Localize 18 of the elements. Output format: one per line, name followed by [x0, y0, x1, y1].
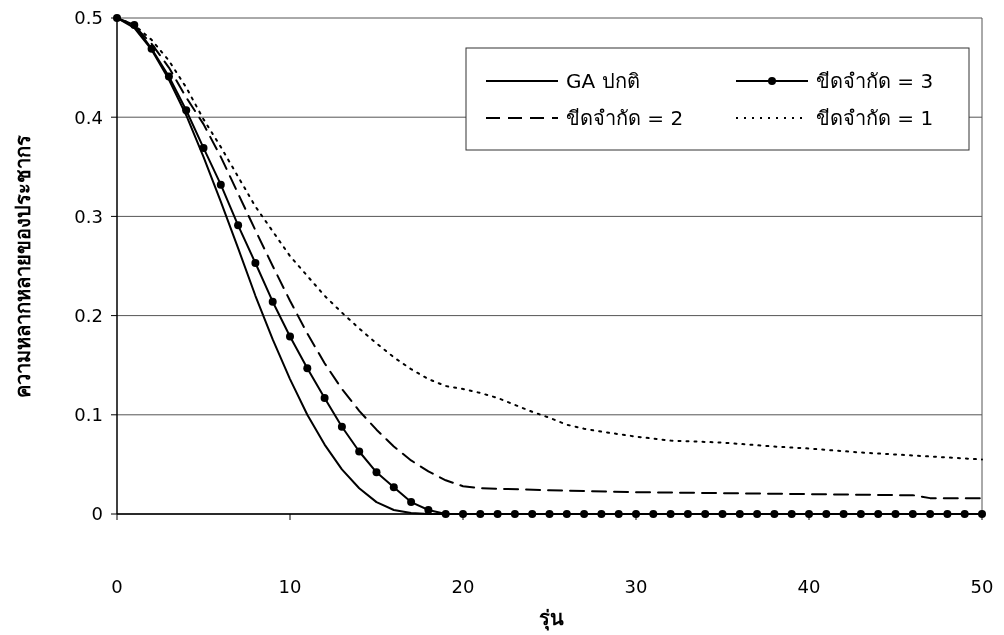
legend-label: ขีดจำกัด = 1	[816, 106, 934, 130]
x-tick-label: 30	[624, 576, 648, 597]
legend-label: ขีดจำกัด = 3	[816, 69, 934, 93]
y-tick-label: 0.1	[74, 404, 103, 426]
legend-label: ขีดจำกัด = 2	[566, 106, 684, 130]
y-tick-label: 0	[91, 503, 103, 525]
legend-label: GA ปกติ	[566, 69, 640, 93]
x-tick-label: 0	[111, 576, 123, 597]
y-tick-label: 0.5	[74, 7, 103, 29]
x-axis-title: รุ่น	[539, 606, 564, 631]
y-tick-label: 0.2	[74, 304, 103, 326]
x-tick-label: 10	[278, 576, 302, 597]
y-tick-label: 0.4	[74, 106, 103, 128]
y-tick-label: 0.3	[74, 205, 103, 227]
y-axis-title: ความหลากหลายของประชากร	[11, 134, 35, 398]
x-tick-label: 40	[797, 576, 821, 597]
x-tick-label: 50	[970, 576, 994, 597]
x-tick-label: 20	[451, 576, 475, 597]
